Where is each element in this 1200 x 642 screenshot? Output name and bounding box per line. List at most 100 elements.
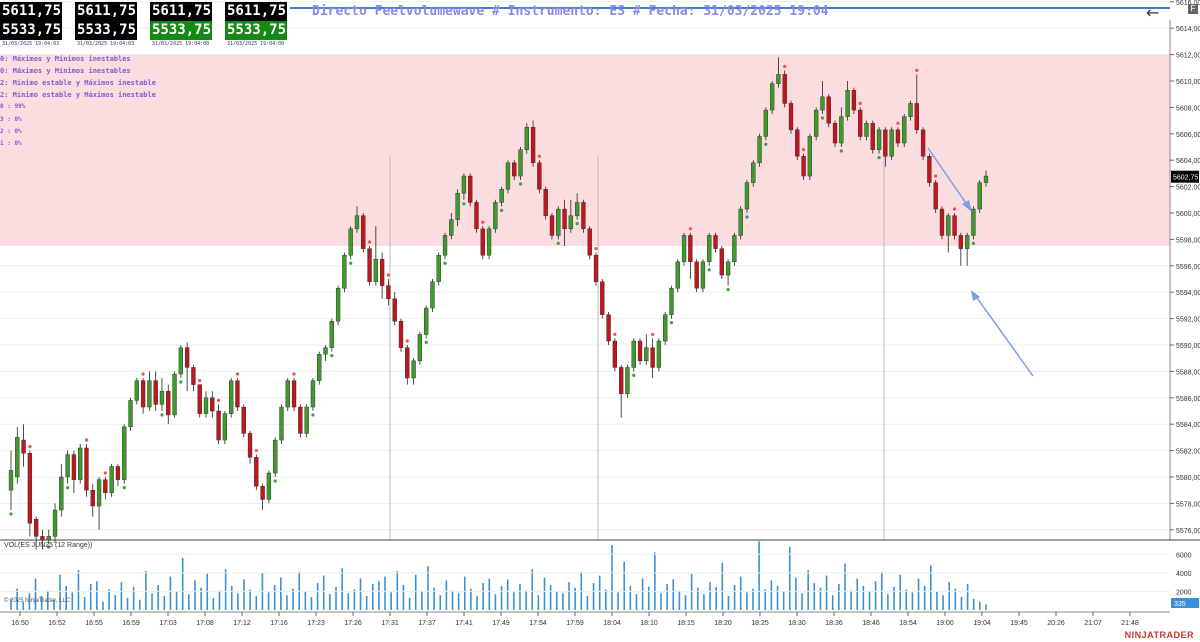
candle-body <box>769 83 775 111</box>
candle-body <box>656 340 662 368</box>
volume-bar <box>868 591 871 610</box>
signal-dot <box>613 332 617 336</box>
time-tick-label: 17:16 <box>270 620 288 627</box>
volume-bar <box>647 586 650 610</box>
price-box-low: 5533,75 <box>150 21 212 40</box>
candle-body <box>21 439 26 454</box>
volume-bar <box>660 593 662 610</box>
volume-bar <box>623 561 626 610</box>
candle-body <box>952 215 957 236</box>
volume-bar <box>433 587 435 610</box>
signal-dot <box>47 545 51 549</box>
time-tick-label: 19:45 <box>1010 620 1028 627</box>
candle-body <box>644 347 649 362</box>
volume-bar <box>788 546 791 610</box>
volume-bar <box>16 588 18 610</box>
volume-bar <box>629 585 632 610</box>
volume-bar <box>641 578 644 610</box>
volume-bar <box>598 575 601 610</box>
volume-bar <box>500 585 503 610</box>
chart-title: Directo Feelvolumewave # Instrumento: ES… <box>312 4 829 19</box>
price-tick-label: 5606,00 <box>1176 132 1200 139</box>
signal-dot <box>594 247 598 251</box>
candle-body <box>851 90 857 111</box>
volume-bar <box>230 585 233 610</box>
price-tick-label: 5608,00 <box>1176 105 1200 112</box>
volume-bar <box>322 575 325 610</box>
candle-body <box>229 380 234 414</box>
candle-body <box>983 175 989 183</box>
candle-body <box>442 235 448 256</box>
candle-body <box>430 281 435 309</box>
volume-bar <box>341 568 343 610</box>
volume-bar <box>917 578 920 610</box>
volume-bar <box>586 596 589 610</box>
panel-toggle-icon[interactable]: F <box>1188 4 1198 14</box>
volume-bar <box>923 585 926 610</box>
time-tick-label: 17:03 <box>159 620 177 627</box>
price-tick-label: 5616,00 <box>1176 0 1200 7</box>
last-price-marker: 5602,75 <box>1171 170 1199 183</box>
candle-body <box>335 288 341 322</box>
signal-dot <box>726 288 730 292</box>
candle-body <box>449 219 454 236</box>
time-tick-label: 16:59 <box>122 620 140 627</box>
volume-bar <box>482 583 484 610</box>
volume-bar <box>457 593 460 610</box>
volume-bar <box>972 598 975 610</box>
price-tick-label: 5578,00 <box>1176 501 1200 508</box>
signal-dot <box>235 372 240 376</box>
candle-body <box>153 380 158 405</box>
volume-bar <box>384 576 386 610</box>
price-box-time: 31/03/2025 19:04:03 <box>77 41 135 47</box>
volume-bar <box>979 601 981 610</box>
time-tick-label: 18:04 <box>603 620 621 627</box>
volume-bar <box>807 570 809 610</box>
price-axis[interactable]: 5616,00 5614,00 5612,00 5610,00 5608,00 5606,… <box>1170 0 1200 535</box>
status-line: 3 : 0% <box>0 116 22 123</box>
candle-body <box>744 182 750 210</box>
volume-bar <box>844 563 846 610</box>
arrow-left-icon[interactable]: ← <box>1146 3 1160 22</box>
signal-dot <box>783 64 787 69</box>
volume-bar <box>850 590 852 610</box>
volume-bar <box>77 570 80 610</box>
candle-body <box>65 454 70 478</box>
candle-body <box>719 248 724 276</box>
volume-bar <box>562 593 564 610</box>
volume-bar <box>899 574 901 610</box>
price-box-low: 5533,75 <box>77 22 137 38</box>
signal-dot <box>28 445 32 449</box>
volume-bar <box>359 578 362 610</box>
time-tick-label: 21:07 <box>1084 620 1102 627</box>
candle-body <box>814 109 819 137</box>
candle-body <box>650 347 655 368</box>
candle-body <box>776 74 781 84</box>
time-axis[interactable]: 16:50 16:52 16:55 16:59 17:03 17:08 17:12 17:16… <box>11 612 1139 627</box>
price-box-high: 5611,75 <box>2 3 62 19</box>
time-tick-label: 17:08 <box>196 620 214 627</box>
brand-logo: NINJATRADER <box>1124 630 1194 640</box>
candle-body <box>889 129 894 157</box>
time-tick-label: 17:59 <box>566 620 584 627</box>
status-line: 2: Mínimo estable y Máximos inestable <box>0 91 156 99</box>
signal-dot <box>122 486 126 490</box>
time-tick-label: 18:30 <box>788 620 806 627</box>
candle-body <box>411 360 416 379</box>
volume-bar <box>715 586 717 610</box>
price-box-high: 5611,75 <box>152 3 212 19</box>
volume-bar <box>537 595 540 610</box>
price-tick-label: 5580,00 <box>1176 475 1200 482</box>
candle-body <box>713 235 718 249</box>
candle-body <box>147 380 152 408</box>
volume-bar <box>414 574 417 610</box>
candle-body <box>751 162 756 183</box>
candle-body <box>933 182 938 210</box>
signal-dot <box>896 121 900 125</box>
volume-bar <box>727 596 730 610</box>
candle-body <box>273 439 278 474</box>
candle-body <box>342 255 347 289</box>
candle-body <box>8 470 14 491</box>
candle-body <box>864 123 869 137</box>
